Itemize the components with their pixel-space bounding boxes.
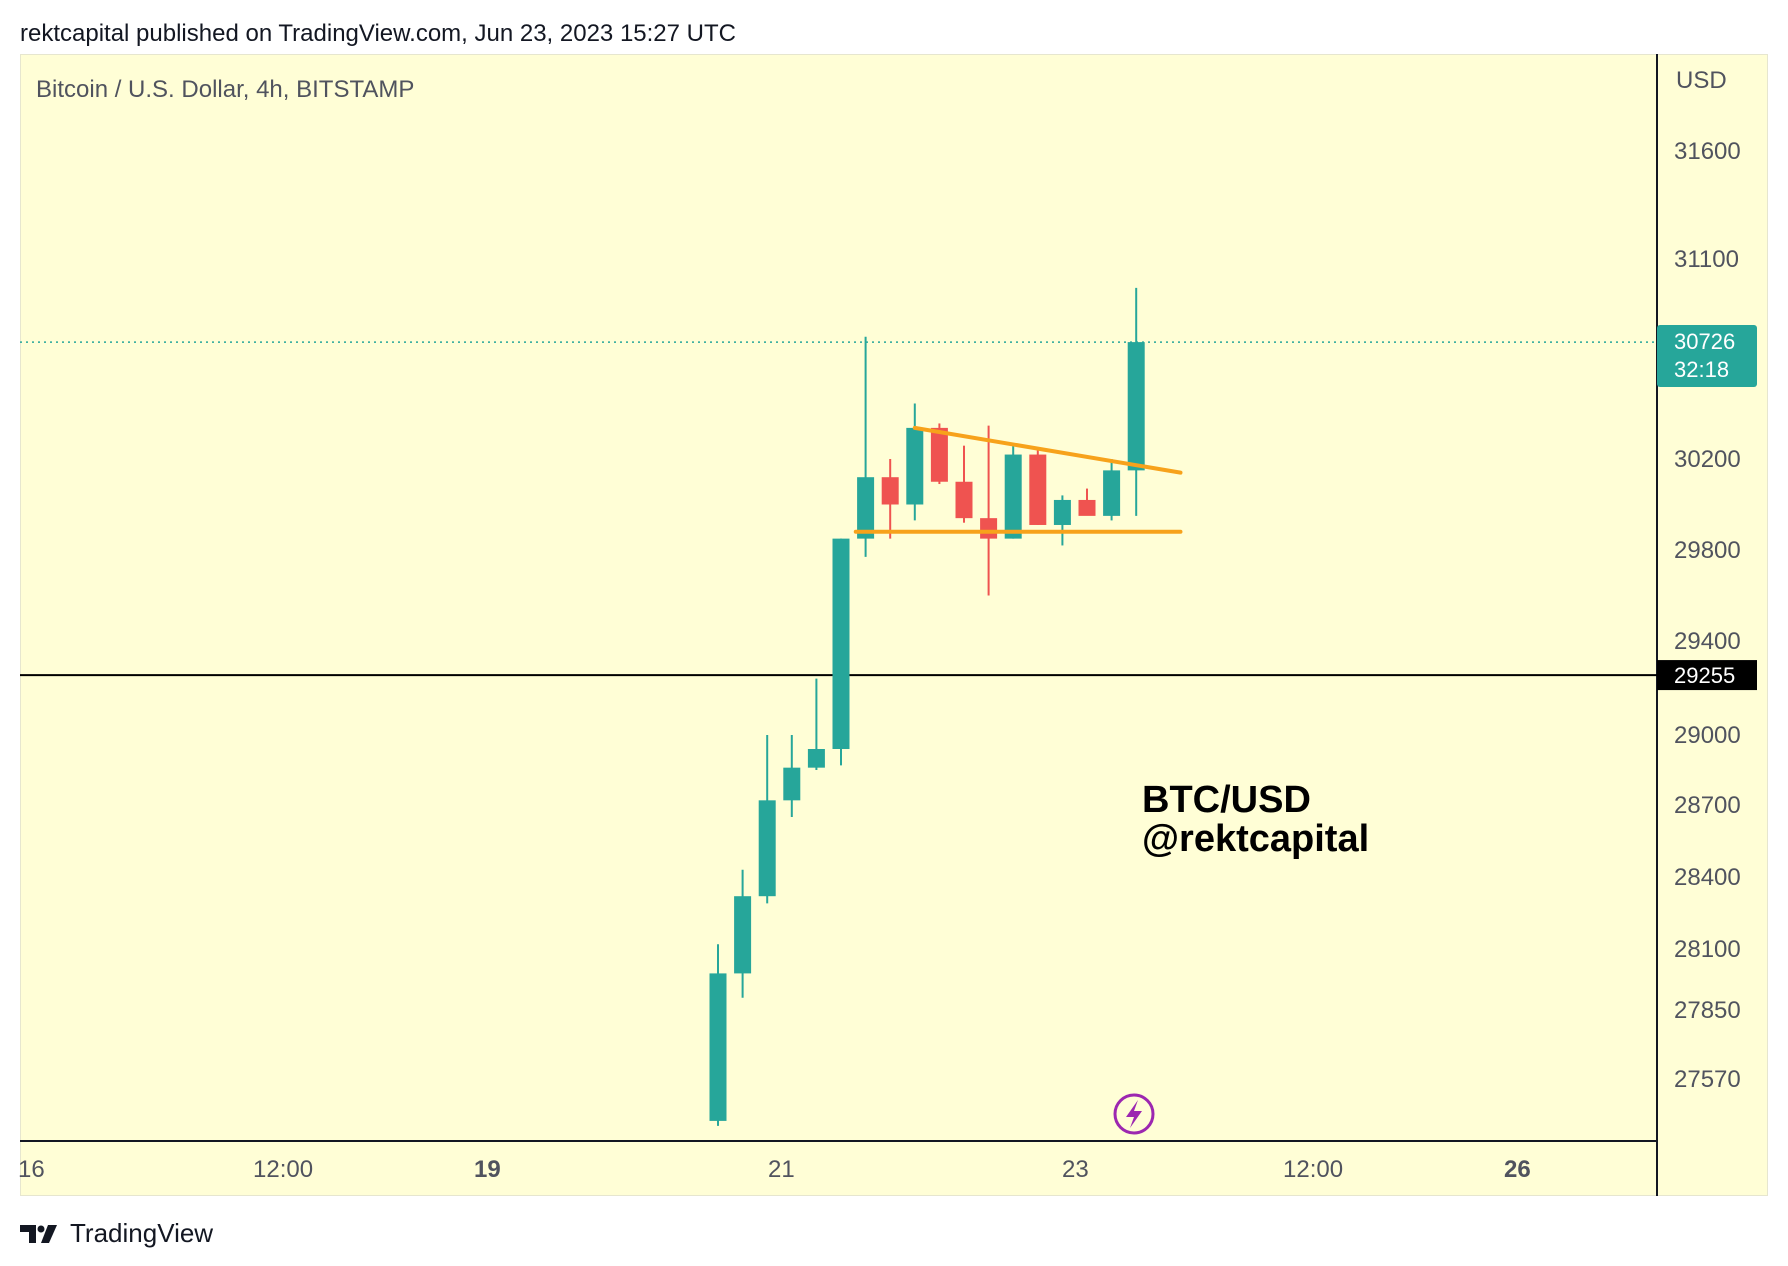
time-tick-label: 12:00 bbox=[1283, 1156, 1343, 1183]
candle bbox=[1127, 287, 1145, 516]
price-tick-label: 28100 bbox=[1674, 936, 1741, 963]
price-axis-ticks[interactable]: 31600 31100 30200 29800 29400 29000 28700 28400… bbox=[1674, 138, 1741, 1093]
candle bbox=[857, 336, 875, 557]
price-tick-label: 28700 bbox=[1674, 792, 1741, 819]
tradingview-logo-icon bbox=[20, 1224, 57, 1243]
candle bbox=[906, 403, 924, 521]
current-price-value: 30726 bbox=[1674, 329, 1735, 354]
candle-body bbox=[1103, 470, 1121, 516]
current-price-badge: 30726 32:18 bbox=[1657, 325, 1757, 387]
candle bbox=[881, 459, 899, 539]
publication-header: rektcapital published on TradingView.com… bbox=[20, 20, 736, 47]
price-tick-label: 27570 bbox=[1674, 1066, 1741, 1093]
candle bbox=[1029, 447, 1047, 525]
candle bbox=[1053, 495, 1071, 546]
candle bbox=[734, 869, 752, 998]
time-tick-label: 23 bbox=[1062, 1156, 1089, 1183]
candle bbox=[1078, 488, 1096, 516]
time-tick-label: 21 bbox=[768, 1156, 795, 1183]
triangle-trendlines[interactable] bbox=[853, 425, 1183, 534]
price-tick-label: 29800 bbox=[1674, 537, 1741, 564]
candle bbox=[1103, 459, 1121, 521]
symbol-legend[interactable]: Bitcoin / U.S. Dollar, 4h, BITSTAMP bbox=[36, 76, 414, 103]
price-tick-label: 27850 bbox=[1674, 997, 1741, 1024]
lightning-event-icon[interactable] bbox=[1113, 1093, 1155, 1135]
tradingview-brand: TradingView bbox=[70, 1218, 214, 1248]
price-tick-label: 29000 bbox=[1674, 722, 1741, 749]
candle bbox=[832, 538, 850, 766]
price-tick-label: 31600 bbox=[1674, 138, 1741, 165]
candle-body bbox=[1053, 499, 1071, 525]
candle bbox=[955, 445, 973, 523]
time-tick-label: 19 bbox=[474, 1156, 501, 1183]
candle-body bbox=[955, 481, 973, 519]
candle-body bbox=[832, 538, 850, 749]
candle-body bbox=[734, 896, 752, 974]
horizontal-level-badge: 29255 bbox=[1657, 660, 1757, 691]
candle-body bbox=[881, 477, 899, 505]
time-tick-label: 16 bbox=[18, 1156, 45, 1183]
horizontal-level-value: 29255 bbox=[1674, 663, 1735, 688]
price-tick-label: 31100 bbox=[1674, 246, 1739, 273]
candle-body bbox=[906, 427, 924, 505]
candle-body bbox=[930, 427, 948, 482]
currency-label: USD bbox=[1676, 67, 1727, 94]
time-tick-label: 12:00 bbox=[253, 1156, 313, 1183]
candle-body bbox=[709, 973, 727, 1121]
candle bbox=[980, 425, 998, 596]
bar-countdown: 32:18 bbox=[1674, 357, 1729, 382]
watermark-pair: BTC/USD bbox=[1142, 779, 1311, 821]
candle-body bbox=[857, 477, 875, 539]
candle-body bbox=[980, 518, 998, 539]
candle bbox=[709, 944, 727, 1126]
candle bbox=[783, 735, 801, 817]
candle-body bbox=[783, 767, 801, 801]
candle-body bbox=[758, 800, 776, 897]
candle-body bbox=[1004, 454, 1022, 539]
candle-body bbox=[1078, 499, 1096, 516]
watermark-author: @rektcapital bbox=[1142, 818, 1369, 860]
tradingview-footer: TradingView bbox=[20, 1218, 213, 1249]
candle bbox=[1004, 443, 1022, 539]
price-tick-label: 30200 bbox=[1674, 446, 1741, 473]
chart-pane[interactable] bbox=[20, 54, 1768, 1196]
candle bbox=[807, 678, 825, 770]
candle-body bbox=[807, 749, 825, 768]
time-axis-ticks[interactable]: 16 12:00 19 21 23 12:00 26 bbox=[18, 1156, 1531, 1183]
price-tick-label: 28400 bbox=[1674, 864, 1741, 891]
candle-body bbox=[1029, 454, 1047, 525]
candle bbox=[758, 735, 776, 904]
time-tick-label: 26 bbox=[1504, 1156, 1531, 1183]
triangle-upper-line bbox=[912, 425, 1183, 475]
price-tick-label: 29400 bbox=[1674, 628, 1741, 655]
candle-body bbox=[1127, 342, 1145, 471]
candlestick-series[interactable] bbox=[709, 287, 1145, 1126]
